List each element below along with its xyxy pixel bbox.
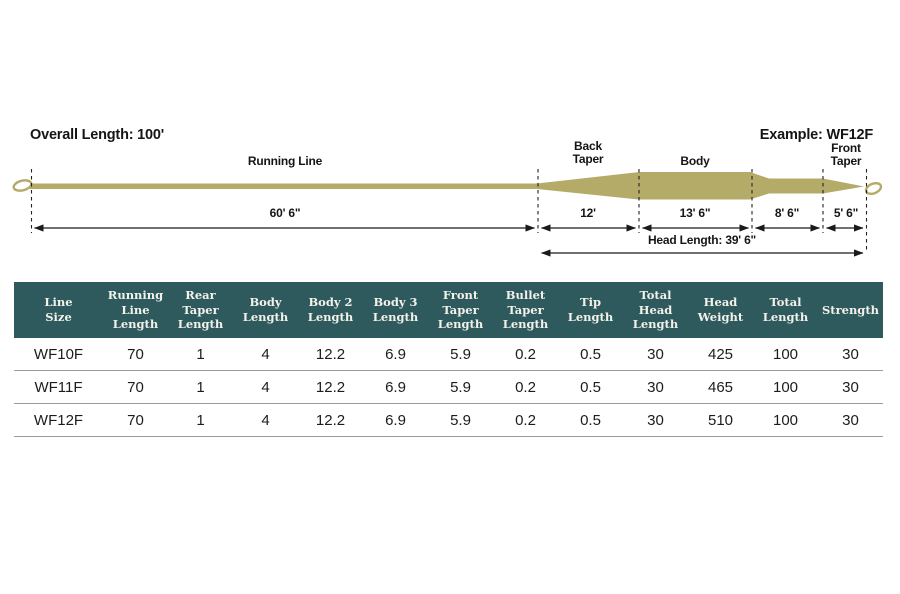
cell: 30 [623, 403, 688, 437]
cell: 70 [103, 370, 168, 404]
cell: 0.5 [558, 338, 623, 371]
example-label: Example: WF12F [759, 127, 873, 143]
column-header-line-size: Line Size [14, 282, 103, 338]
cell: 30 [818, 370, 883, 404]
cell: 30 [623, 370, 688, 404]
cell: 70 [103, 403, 168, 437]
cell: 5.9 [428, 338, 493, 371]
cell: 30 [818, 403, 883, 437]
back-taper-measurement: 12' [580, 206, 596, 220]
column-header-tip-length: Tip Length [558, 282, 623, 338]
cell: 465 [688, 370, 753, 404]
cell: WF11F [14, 370, 103, 404]
cell: 100 [753, 338, 818, 371]
body-front-measurement: 8' 6" [774, 206, 800, 220]
cell: WF10F [14, 338, 103, 371]
running-line-measurement: 60' 6" [269, 206, 301, 220]
cell: 5.9 [428, 370, 493, 404]
cell: 100 [753, 370, 818, 404]
cell: 4 [233, 403, 298, 437]
column-header-front-taper-length: Front Taper Length [428, 282, 493, 338]
measurement-arrows [33, 224, 864, 257]
cell: 0.2 [493, 403, 558, 437]
table-row-wf12f: WF12F 70 1 4 12.2 6.9 5.9 0.2 0.5 30 510… [14, 403, 883, 437]
fly-line-profile [30, 172, 864, 200]
cell: 5.9 [428, 403, 493, 437]
column-header-running-line-length: Running Line Length [103, 282, 168, 338]
cell: 30 [623, 338, 688, 371]
column-header-body-length: Body Length [233, 282, 298, 338]
cell: 425 [688, 338, 753, 371]
body-measurement: 13' 6" [679, 206, 711, 220]
cell: 12.2 [298, 370, 363, 404]
front-taper-label: Front Taper [830, 141, 862, 168]
cell: 6.9 [363, 338, 428, 371]
cell: 6.9 [363, 370, 428, 404]
spec-table: Line Size Running Line Length Rear Taper… [14, 282, 883, 437]
cell: 0.2 [493, 338, 558, 371]
cell: 70 [103, 338, 168, 371]
cell: 100 [753, 403, 818, 437]
column-header-body2-length: Body 2 Length [298, 282, 363, 338]
spec-table-header: Line Size Running Line Length Rear Taper… [14, 282, 883, 338]
cell: 1 [168, 403, 233, 437]
column-header-rear-taper-length: Rear Taper Length [168, 282, 233, 338]
body-label: Body [680, 154, 710, 168]
column-header-total-length: Total Length [753, 282, 818, 338]
cell: 4 [233, 370, 298, 404]
cell: 0.5 [558, 403, 623, 437]
taper-diagram: Overall Length: 100' Example: WF12F Runn… [0, 0, 900, 276]
cell: 1 [168, 370, 233, 404]
taper-diagram-graphics [12, 169, 883, 257]
table-row-wf10f: WF10F 70 1 4 12.2 6.9 5.9 0.2 0.5 30 425… [14, 338, 883, 371]
welded-loop-right-icon [864, 181, 883, 196]
cell: 30 [818, 338, 883, 371]
welded-loop-left-icon [12, 179, 33, 192]
overall-length-label: Overall Length: 100' [30, 127, 165, 143]
cell: 6.9 [363, 403, 428, 437]
running-line-label: Running Line [247, 154, 323, 168]
back-taper-label: Back Taper [572, 139, 604, 166]
cell: 12.2 [298, 403, 363, 437]
front-taper-measurement: 5' 6" [833, 206, 859, 220]
cell: 510 [688, 403, 753, 437]
cell: 4 [233, 338, 298, 371]
cell: 0.5 [558, 370, 623, 404]
column-header-bullet-taper-length: Bullet Taper Length [493, 282, 558, 338]
head-length-measurement: Head Length: 39' 6" [647, 233, 757, 247]
cell: 12.2 [298, 338, 363, 371]
column-header-head-weight: Head Weight [688, 282, 753, 338]
column-header-body3-length: Body 3 Length [363, 282, 428, 338]
cell: 1 [168, 338, 233, 371]
column-header-total-head-length: Total Head Length [623, 282, 688, 338]
cell: 0.2 [493, 370, 558, 404]
table-row-wf11f: WF11F 70 1 4 12.2 6.9 5.9 0.2 0.5 30 465… [14, 370, 883, 404]
column-header-strength: Strength [818, 282, 883, 338]
cell: WF12F [14, 403, 103, 437]
